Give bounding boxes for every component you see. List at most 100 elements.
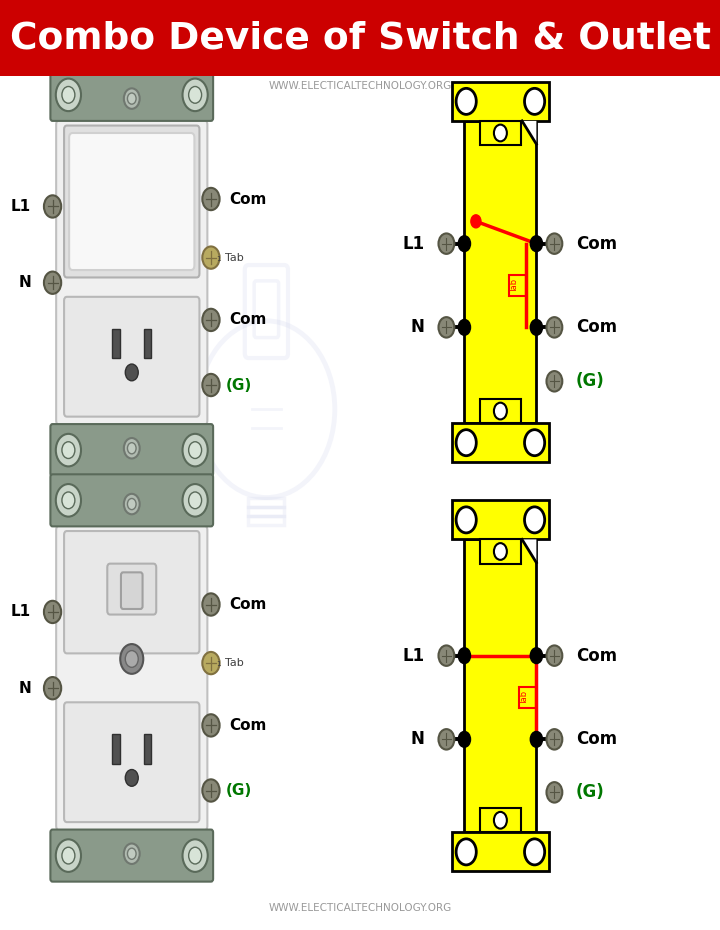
Circle shape: [438, 317, 454, 338]
Circle shape: [189, 847, 202, 864]
Circle shape: [524, 507, 544, 533]
Circle shape: [438, 233, 454, 254]
Circle shape: [202, 309, 220, 331]
Text: (G): (G): [225, 378, 251, 392]
Circle shape: [438, 729, 454, 750]
Circle shape: [459, 648, 471, 664]
Circle shape: [530, 320, 543, 336]
FancyBboxPatch shape: [64, 297, 199, 417]
FancyBboxPatch shape: [50, 474, 213, 526]
Text: Com: Com: [229, 192, 266, 206]
Text: WWW.ELECTICALTECHNOLOGY.ORG: WWW.ELECTICALTECHNOLOGY.ORG: [269, 903, 451, 912]
Text: Tab: Tab: [521, 690, 529, 705]
Circle shape: [459, 236, 471, 252]
Circle shape: [530, 236, 543, 252]
Text: ₁ Tab: ₁ Tab: [217, 658, 243, 668]
Text: (G): (G): [576, 372, 605, 391]
Circle shape: [546, 782, 562, 803]
FancyBboxPatch shape: [464, 121, 536, 423]
FancyBboxPatch shape: [64, 126, 199, 277]
FancyBboxPatch shape: [452, 500, 549, 539]
Circle shape: [62, 86, 75, 103]
Circle shape: [127, 443, 136, 454]
Circle shape: [456, 507, 477, 533]
Circle shape: [125, 769, 138, 786]
Text: (G): (G): [225, 783, 251, 798]
Circle shape: [202, 246, 220, 269]
Circle shape: [189, 492, 202, 509]
Text: WWW.ELECTICALTECHNOLOGY.ORG: WWW.ELECTICALTECHNOLOGY.ORG: [269, 82, 451, 91]
Text: N: N: [411, 730, 425, 749]
Circle shape: [202, 374, 220, 396]
Circle shape: [494, 403, 507, 419]
Circle shape: [189, 442, 202, 458]
Circle shape: [183, 433, 207, 467]
Circle shape: [124, 844, 140, 864]
Circle shape: [189, 86, 202, 103]
Circle shape: [125, 651, 138, 668]
FancyBboxPatch shape: [452, 832, 549, 871]
Bar: [519, 687, 536, 708]
Circle shape: [202, 593, 220, 616]
FancyBboxPatch shape: [480, 808, 521, 832]
Text: L1: L1: [402, 646, 425, 665]
Circle shape: [546, 317, 562, 338]
Circle shape: [202, 714, 220, 737]
FancyBboxPatch shape: [50, 830, 213, 882]
Text: Combo Device of Switch & Outlet: Combo Device of Switch & Outlet: [9, 20, 711, 56]
FancyBboxPatch shape: [480, 539, 521, 564]
Circle shape: [56, 79, 81, 111]
Bar: [112, 328, 120, 358]
Circle shape: [494, 125, 507, 141]
Circle shape: [127, 848, 136, 859]
FancyBboxPatch shape: [452, 82, 549, 121]
Circle shape: [44, 195, 61, 218]
Polygon shape: [522, 539, 536, 563]
Circle shape: [183, 839, 207, 872]
Circle shape: [202, 188, 220, 210]
Circle shape: [530, 731, 543, 748]
Circle shape: [202, 779, 220, 802]
Circle shape: [127, 93, 136, 104]
FancyBboxPatch shape: [69, 133, 194, 270]
Text: ₁ Tab: ₁ Tab: [217, 253, 243, 262]
FancyBboxPatch shape: [64, 531, 199, 654]
Bar: [112, 734, 120, 764]
Circle shape: [62, 847, 75, 864]
Circle shape: [456, 430, 477, 456]
Circle shape: [546, 233, 562, 254]
Circle shape: [494, 543, 507, 560]
Circle shape: [471, 215, 481, 228]
FancyBboxPatch shape: [480, 399, 521, 423]
Bar: [509, 275, 526, 296]
FancyBboxPatch shape: [56, 525, 207, 830]
Circle shape: [546, 371, 562, 392]
Bar: [248, 498, 284, 507]
Text: Com: Com: [576, 646, 617, 665]
FancyBboxPatch shape: [50, 424, 213, 476]
FancyBboxPatch shape: [121, 572, 143, 609]
Circle shape: [120, 644, 143, 674]
Polygon shape: [522, 121, 536, 144]
Bar: [248, 507, 284, 516]
Bar: [144, 328, 151, 358]
Text: L1: L1: [11, 199, 31, 214]
FancyBboxPatch shape: [452, 423, 549, 462]
Text: L1: L1: [402, 234, 425, 253]
Text: Com: Com: [576, 234, 617, 253]
Circle shape: [56, 485, 81, 517]
Text: Com: Com: [229, 312, 266, 327]
Circle shape: [56, 839, 81, 872]
FancyBboxPatch shape: [56, 120, 207, 425]
Circle shape: [183, 79, 207, 111]
FancyBboxPatch shape: [64, 702, 199, 822]
Circle shape: [524, 839, 544, 865]
Circle shape: [127, 498, 136, 510]
Bar: [144, 734, 151, 764]
Text: Tab: Tab: [510, 278, 519, 293]
Circle shape: [459, 731, 471, 748]
Circle shape: [44, 677, 61, 699]
FancyBboxPatch shape: [107, 564, 156, 615]
Circle shape: [202, 652, 220, 674]
Circle shape: [125, 364, 138, 380]
